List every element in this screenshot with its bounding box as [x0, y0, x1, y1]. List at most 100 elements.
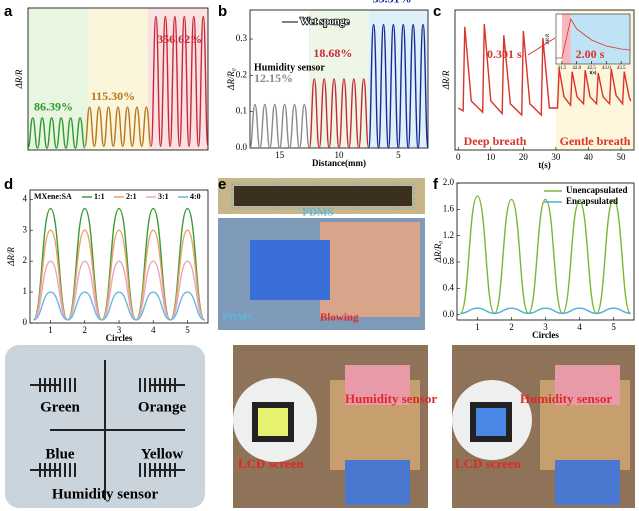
y-axis-label: ΔR/R [546, 34, 551, 45]
y-tick-label: 3 [23, 224, 28, 234]
x-tick-label: 41.5 [558, 66, 567, 71]
photo-label: PDMS [302, 207, 333, 219]
x-tick-label: 3 [117, 325, 122, 335]
series-line [27, 117, 86, 149]
x-tick-label: 30 [551, 152, 561, 162]
annotation: 0.301 s [487, 47, 522, 61]
y-tick-label: 0.3 [236, 33, 248, 43]
y-axis-label: ΔR/R₀ [226, 68, 236, 91]
annotation: Gentle breath [560, 134, 631, 148]
photo-label: Yellow [141, 446, 184, 462]
x-tick-label: 5 [185, 325, 190, 335]
lcd-green-1 [258, 408, 288, 436]
x-tick-label: 10 [335, 150, 345, 160]
y-tick-label: 0.0 [236, 142, 248, 152]
band [88, 8, 148, 150]
value-annotation: 115.30% [91, 89, 135, 103]
panel-label: a [4, 3, 13, 20]
glove [250, 240, 330, 300]
x-tick-label: 42.5 [587, 66, 596, 71]
y-tick-label: 1 [23, 286, 28, 296]
series-line [32, 207, 206, 321]
y-tick-label: 0.4 [443, 282, 455, 292]
y-tick-label: 2 [23, 255, 28, 265]
x-tick-label: 1 [48, 325, 53, 335]
x-tick-label: 43.0 [602, 66, 611, 71]
blue-block-2 [555, 460, 620, 505]
value-annotation: 86.39% [34, 100, 73, 114]
band [368, 10, 428, 148]
pdms-strip [234, 186, 412, 206]
pdms-outline [231, 183, 415, 209]
series-line [150, 15, 209, 147]
photo-label: Humidity sensor [345, 391, 437, 406]
x-tick-label: 43.5 [617, 66, 626, 71]
value-annotation: 18.68% [313, 46, 352, 60]
legend-label: 1:1 [94, 192, 105, 201]
x-tick-label: 20 [519, 152, 529, 162]
value-annotation: 356.62% [157, 32, 202, 46]
photo-label: Wet sponge [300, 16, 350, 27]
series-line [249, 103, 311, 149]
arrow [527, 37, 556, 56]
annotation: 2.00 s [576, 47, 605, 61]
x-tick-label: 5 [396, 150, 401, 160]
band [570, 14, 630, 64]
photo-label: Blowing [320, 312, 359, 324]
band [250, 10, 310, 148]
plot-frame [27, 7, 209, 151]
x-axis-label: t(s) [538, 160, 551, 170]
x-tick-label: 40 [584, 152, 594, 162]
series-line [33, 291, 205, 321]
legend-title: MXene:SA [34, 192, 72, 201]
band [309, 10, 369, 148]
photo-label: Humidity sensor [254, 62, 325, 73]
y-tick-label: 0.2 [236, 69, 247, 79]
legend-label: 4:0 [190, 192, 201, 201]
y-tick-label: 4 [23, 193, 28, 203]
legend-label: Unencapsulated [566, 185, 628, 195]
y-tick-label: 2.0 [443, 177, 455, 187]
photo-label: PDMS [222, 312, 253, 324]
series-line [308, 78, 370, 149]
value-annotation: 12.15% [254, 71, 293, 85]
x-axis-label: Circles [532, 330, 559, 340]
y-tick-label: 1.2 [443, 230, 454, 240]
series-line [32, 260, 206, 321]
y-tick-label: 1.6 [443, 203, 455, 213]
panel-label: f [433, 176, 439, 193]
pink-paper-1 [345, 365, 410, 405]
plot-frame [454, 9, 635, 151]
x-tick-label: 0 [456, 152, 461, 162]
legend-label: Encapsulated [566, 196, 618, 206]
blue-block-1 [345, 460, 410, 505]
series-line [556, 17, 631, 59]
y-tick-label: 0.8 [443, 256, 455, 266]
panel-label: d [4, 176, 13, 193]
x-tick-label: 15 [275, 150, 285, 160]
panel-label: e [218, 176, 226, 193]
lcd-blue-2 [476, 408, 506, 436]
plot-frame [555, 13, 631, 65]
legend-label: 2:1 [126, 192, 137, 201]
band [28, 8, 88, 150]
x-tick-label: 2 [509, 322, 514, 332]
pink-paper-2 [555, 365, 620, 405]
x-tick-label: 1 [475, 322, 480, 332]
photo-label: Blue [45, 446, 75, 462]
photo-label: Orange [138, 399, 187, 415]
x-axis-label: Circles [106, 333, 133, 343]
y-tick-label: 0.0 [443, 309, 455, 319]
series-line [457, 23, 632, 117]
x-tick-label: 5 [611, 322, 616, 332]
x-tick-label: 3 [543, 322, 548, 332]
photo-label: Humidity sensor [52, 486, 159, 502]
photo-label: Green [40, 399, 80, 415]
x-tick-label: 50 [616, 152, 626, 162]
x-tick-label: 42.0 [572, 66, 581, 71]
y-axis-label: ΔR/R₀ [433, 241, 443, 264]
face [320, 222, 420, 317]
series-line [460, 307, 631, 315]
electrodes [30, 360, 185, 500]
